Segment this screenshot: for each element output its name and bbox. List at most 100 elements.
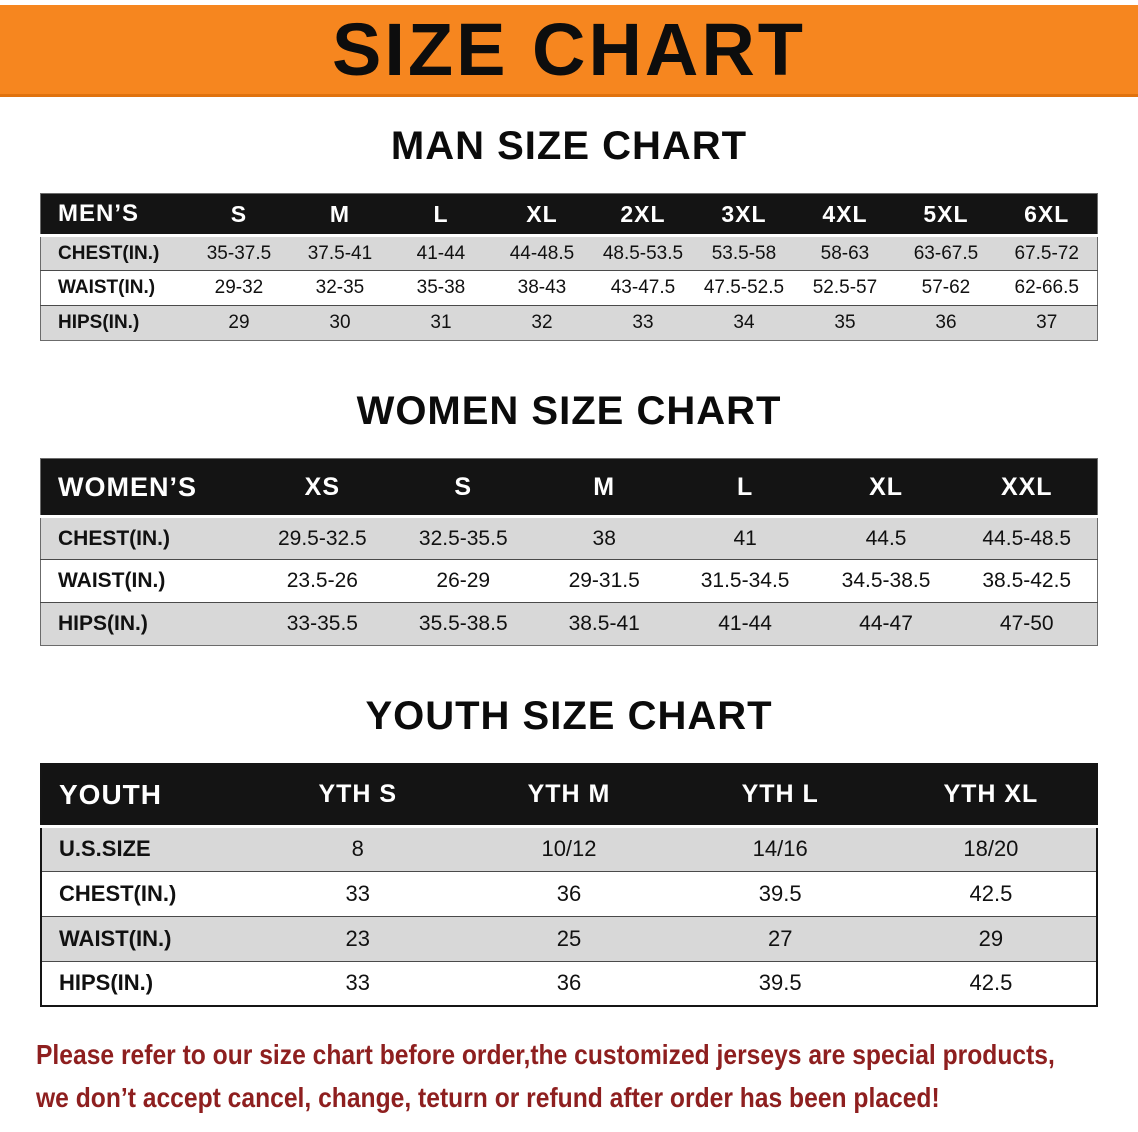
size-column-header: 5XL (895, 193, 997, 237)
mens-table-title: MEN’S (40, 193, 189, 237)
youth-section-title: YOUTH SIZE CHART (365, 694, 773, 738)
measurement-row: WAIST(IN.) 23.5-26 26-29 29-31.5 31.5-34.5 34… (40, 559, 1098, 603)
size-value-cell: 35-38 (390, 270, 492, 306)
size-value-cell: 53.5-58 (693, 235, 795, 271)
row-label: U.S.SIZE (41, 825, 253, 871)
womens-header-row: WOMEN’S XS S M L XL XXL (40, 458, 1098, 518)
size-value-cell: 8 (252, 825, 464, 871)
size-value-cell: 32-35 (289, 270, 391, 306)
measurement-row: HIPS(IN.) 33-35.5 35.5-38.5 38.5-41 41-44 44-… (40, 602, 1098, 646)
measurement-row: WAIST(IN.) 23 25 27 29 (41, 915, 1097, 961)
size-column-header: 3XL (693, 193, 795, 237)
size-value-cell: 38-43 (491, 270, 593, 306)
size-value-cell: 37.5-41 (289, 235, 391, 271)
size-value-cell: 47-50 (956, 602, 1098, 646)
size-column-header: 2XL (592, 193, 694, 237)
measurement-row: CHEST(IN.) 33 36 39.5 42.5 (41, 870, 1097, 916)
size-value-cell: 33 (252, 960, 464, 1006)
size-value-cell: 44.5-48.5 (956, 516, 1098, 560)
mens-size-table: MEN’S S M L XL 2XL 3XL 4XL 5XL 6XL CHEST(IN.) 35-37… (40, 193, 1098, 341)
size-chart-sections: MAN SIZE CHART MEN’S S M L XL 2XL 3XL 4XL 5XL 6XL C… (40, 124, 1098, 1007)
youth-header-row: YOUTH YTH S YTH M YTH L YTH XL (41, 764, 1097, 828)
size-column-header: YTH XL (885, 764, 1097, 828)
row-label: CHEST(IN.) (41, 870, 253, 916)
footer-line-1: Please refer to our size chart before or… (36, 1039, 1055, 1070)
size-value-cell: 23.5-26 (251, 559, 393, 603)
size-value-cell: 30 (289, 305, 391, 341)
youth-table-title: YOUTH (41, 764, 253, 828)
size-chart-page: SIZE CHART MAN SIZE CHART MEN’S S M L XL 2XL 3X… (0, 5, 1138, 1120)
size-value-cell: 14/16 (674, 825, 886, 871)
measurement-row: CHEST(IN.) 35-37.5 37.5-41 41-44 44-48.5 48.5… (40, 235, 1098, 271)
measurement-row: U.S.SIZE 8 10/12 14/16 18/20 (41, 825, 1097, 871)
size-value-cell: 35 (794, 305, 896, 341)
size-value-cell: 10/12 (463, 825, 675, 871)
womens-section-title: WOMEN SIZE CHART (356, 389, 782, 433)
size-value-cell: 35-37.5 (188, 235, 290, 271)
size-value-cell: 63-67.5 (895, 235, 997, 271)
size-value-cell: 42.5 (885, 960, 1097, 1006)
youth-size-table: YOUTH YTH S YTH M YTH L YTH XL U.S.SIZE 8 10/12… (40, 763, 1098, 1007)
row-label: WAIST(IN.) (41, 915, 253, 961)
size-value-cell: 36 (463, 960, 675, 1006)
size-value-cell: 33 (592, 305, 694, 341)
size-value-cell: 29 (188, 305, 290, 341)
size-column-header: 4XL (794, 193, 896, 237)
size-value-cell: 38 (533, 516, 675, 560)
size-value-cell: 38.5-42.5 (956, 559, 1098, 603)
size-value-cell: 29-32 (188, 270, 290, 306)
size-value-cell: 41 (674, 516, 816, 560)
size-value-cell: 44-48.5 (491, 235, 593, 271)
measurement-row: WAIST(IN.) 29-32 32-35 35-38 38-43 43-47.5 47.… (40, 270, 1098, 306)
size-column-header: L (674, 458, 816, 518)
size-value-cell: 44.5 (815, 516, 957, 560)
measurement-row: CHEST(IN.) 29.5-32.5 32.5-35.5 38 41 44.5 44.5… (40, 516, 1098, 560)
size-column-header: YTH M (463, 764, 675, 828)
size-value-cell: 32.5-35.5 (392, 516, 534, 560)
banner-title: SIZE CHART (332, 7, 806, 91)
measurement-row: HIPS(IN.) 29 30 31 32 33 34 35 36 37 (40, 305, 1098, 341)
size-value-cell: 39.5 (674, 870, 886, 916)
row-label: WAIST(IN.) (40, 270, 189, 306)
womens-size-table: WOMEN’S XS S M L XL XXL CHEST(IN.) 29.5-32.5 32.5… (40, 458, 1098, 646)
size-value-cell: 47.5-52.5 (693, 270, 795, 306)
size-column-header: S (392, 458, 534, 518)
size-value-cell: 38.5-41 (533, 602, 675, 646)
size-value-cell: 29.5-32.5 (251, 516, 393, 560)
size-value-cell: 35.5-38.5 (392, 602, 534, 646)
footer-line-2: we don’t accept cancel, change, teturn o… (36, 1082, 940, 1114)
size-value-cell: 39.5 (674, 960, 886, 1006)
size-column-header: XL (491, 193, 593, 237)
footer-note: Please refer to our size chart before or… (0, 1033, 1138, 1120)
size-value-cell: 29 (885, 915, 1097, 961)
size-value-cell: 36 (463, 870, 675, 916)
size-value-cell: 52.5-57 (794, 270, 896, 306)
mens-header-row: MEN’S S M L XL 2XL 3XL 4XL 5XL 6XL (40, 193, 1098, 237)
size-value-cell: 32 (491, 305, 593, 341)
row-label: HIPS(IN.) (40, 602, 252, 646)
size-column-header: XS (251, 458, 393, 518)
size-value-cell: 44-47 (815, 602, 957, 646)
size-chart-banner: SIZE CHART (0, 5, 1138, 97)
size-value-cell: 36 (895, 305, 997, 341)
size-value-cell: 42.5 (885, 870, 1097, 916)
size-value-cell: 48.5-53.5 (592, 235, 694, 271)
size-value-cell: 34 (693, 305, 795, 341)
size-value-cell: 62-66.5 (996, 270, 1098, 306)
size-column-header: L (390, 193, 492, 237)
size-value-cell: 41-44 (390, 235, 492, 271)
measurement-row: HIPS(IN.) 33 36 39.5 42.5 (41, 960, 1097, 1006)
row-label: HIPS(IN.) (41, 960, 253, 1006)
size-column-header: M (289, 193, 391, 237)
size-value-cell: 31 (390, 305, 492, 341)
size-value-cell: 25 (463, 915, 675, 961)
size-value-cell: 26-29 (392, 559, 534, 603)
row-label: WAIST(IN.) (40, 559, 252, 603)
size-value-cell: 67.5-72 (996, 235, 1098, 271)
size-column-header: XXL (956, 458, 1098, 518)
size-column-header: S (188, 193, 290, 237)
size-column-header: 6XL (996, 193, 1098, 237)
size-column-header: YTH S (252, 764, 464, 828)
size-column-header: XL (815, 458, 957, 518)
mens-section-title: MAN SIZE CHART (390, 124, 748, 168)
